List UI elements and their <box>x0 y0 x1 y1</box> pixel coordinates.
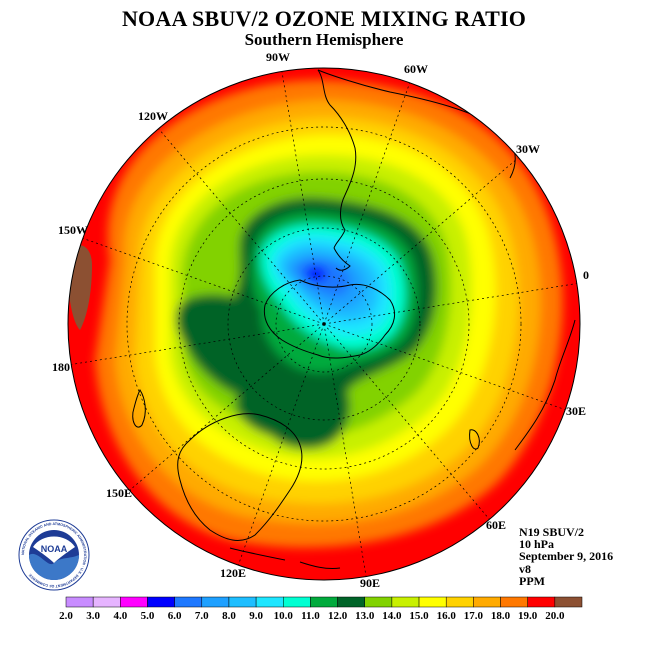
colorbar-tick-label: 5.0 <box>140 610 155 622</box>
colorbar-tick-label: 13.0 <box>355 610 375 622</box>
info-units: PPM <box>519 573 545 588</box>
page-title: NOAA SBUV/2 OZONE MIXING RATIO <box>121 6 527 31</box>
colorbar-tick-label: 2.0 <box>59 610 73 622</box>
colorbar-swatch <box>391 596 420 608</box>
colorbar-tick-label: 17.0 <box>463 610 483 622</box>
lon-label-30e: 30E <box>566 404 587 418</box>
lon-label-120e: 120E <box>220 566 247 580</box>
colorbar-tick-label: 19.0 <box>518 610 538 622</box>
lon-label-60w: 60W <box>404 62 428 76</box>
colorbar-swatch <box>92 596 121 608</box>
lon-label-150w: 150W <box>58 223 88 237</box>
info-panel: N19 SBUV/2 10 hPa September 9, 2016 v8 P… <box>519 526 613 587</box>
info-satellite: N19 SBUV/2 <box>519 525 585 539</box>
lon-label-0: 0 <box>583 268 589 282</box>
lon-label-30w: 30W <box>516 142 540 156</box>
colorbar-tick-label: 14.0 <box>382 610 402 622</box>
colorbar-swatch <box>65 596 94 608</box>
lon-label-60e: 60E <box>486 518 507 532</box>
noaa-logo-text: NOAA <box>41 544 68 554</box>
colorbar-swatch <box>174 596 203 608</box>
colorbar-tick-label: 8.0 <box>222 610 236 622</box>
colorbar-tick-label: 18.0 <box>490 610 511 622</box>
colorbar-tick-label: 15.0 <box>409 610 429 622</box>
lon-label-90w: 90W <box>266 50 290 64</box>
colorbar-swatch <box>120 596 148 608</box>
colorbar-swatch <box>337 596 365 608</box>
coastlines <box>132 69 576 569</box>
lon-label-120w: 120W <box>138 109 168 123</box>
colorbar-swatch <box>418 596 447 608</box>
colorbar-swatch <box>364 596 393 608</box>
colorbar-tick-label: 20.0 <box>545 610 565 622</box>
colorbar-tick-label: 6.0 <box>167 610 182 622</box>
noaa-logo: NOAA NATIONAL OCEANIC AND ATMOSPHERIC AD… <box>18 519 90 591</box>
page-subtitle: Southern Hemisphere <box>244 30 404 49</box>
info-level: 10 hPa <box>519 537 555 552</box>
colorbar-swatch <box>147 596 175 608</box>
colorbar-tick-label: 12.0 <box>327 610 348 622</box>
colorbar-swatch <box>201 596 230 608</box>
info-date: September 9, 2016 <box>519 549 614 564</box>
lon-label-90e: 90E <box>360 576 381 590</box>
colorbar-swatch <box>500 596 528 608</box>
colorbar-tick-label: 11.0 <box>301 610 320 622</box>
colorbar-swatch <box>255 596 284 608</box>
colorbar-swatch <box>554 596 583 608</box>
colorbar-tick-label: 4.0 <box>113 610 128 622</box>
colorbar-swatch <box>310 596 338 608</box>
colorbar-swatch <box>283 596 311 608</box>
colorbar-tick-label: 9.0 <box>249 610 263 622</box>
globe-border <box>67 67 581 581</box>
graticule <box>68 71 580 577</box>
lon-label-150e: 150E <box>106 486 133 500</box>
colorbar-tick-label: 7.0 <box>194 610 209 622</box>
lon-label-180: 180 <box>52 360 70 374</box>
colorbar-tick-label: 10.0 <box>273 610 293 622</box>
info-version: v8 <box>519 561 531 576</box>
colorbar-swatch <box>473 596 501 608</box>
colorbar-swatch <box>527 596 556 608</box>
colorbar-swatch <box>228 596 257 608</box>
colorbar-swatch <box>445 596 474 608</box>
colorbar <box>65 596 583 608</box>
colorbar-tick-label: 3.0 <box>86 610 101 622</box>
colorbar-tick-label: 16.0 <box>436 610 456 622</box>
